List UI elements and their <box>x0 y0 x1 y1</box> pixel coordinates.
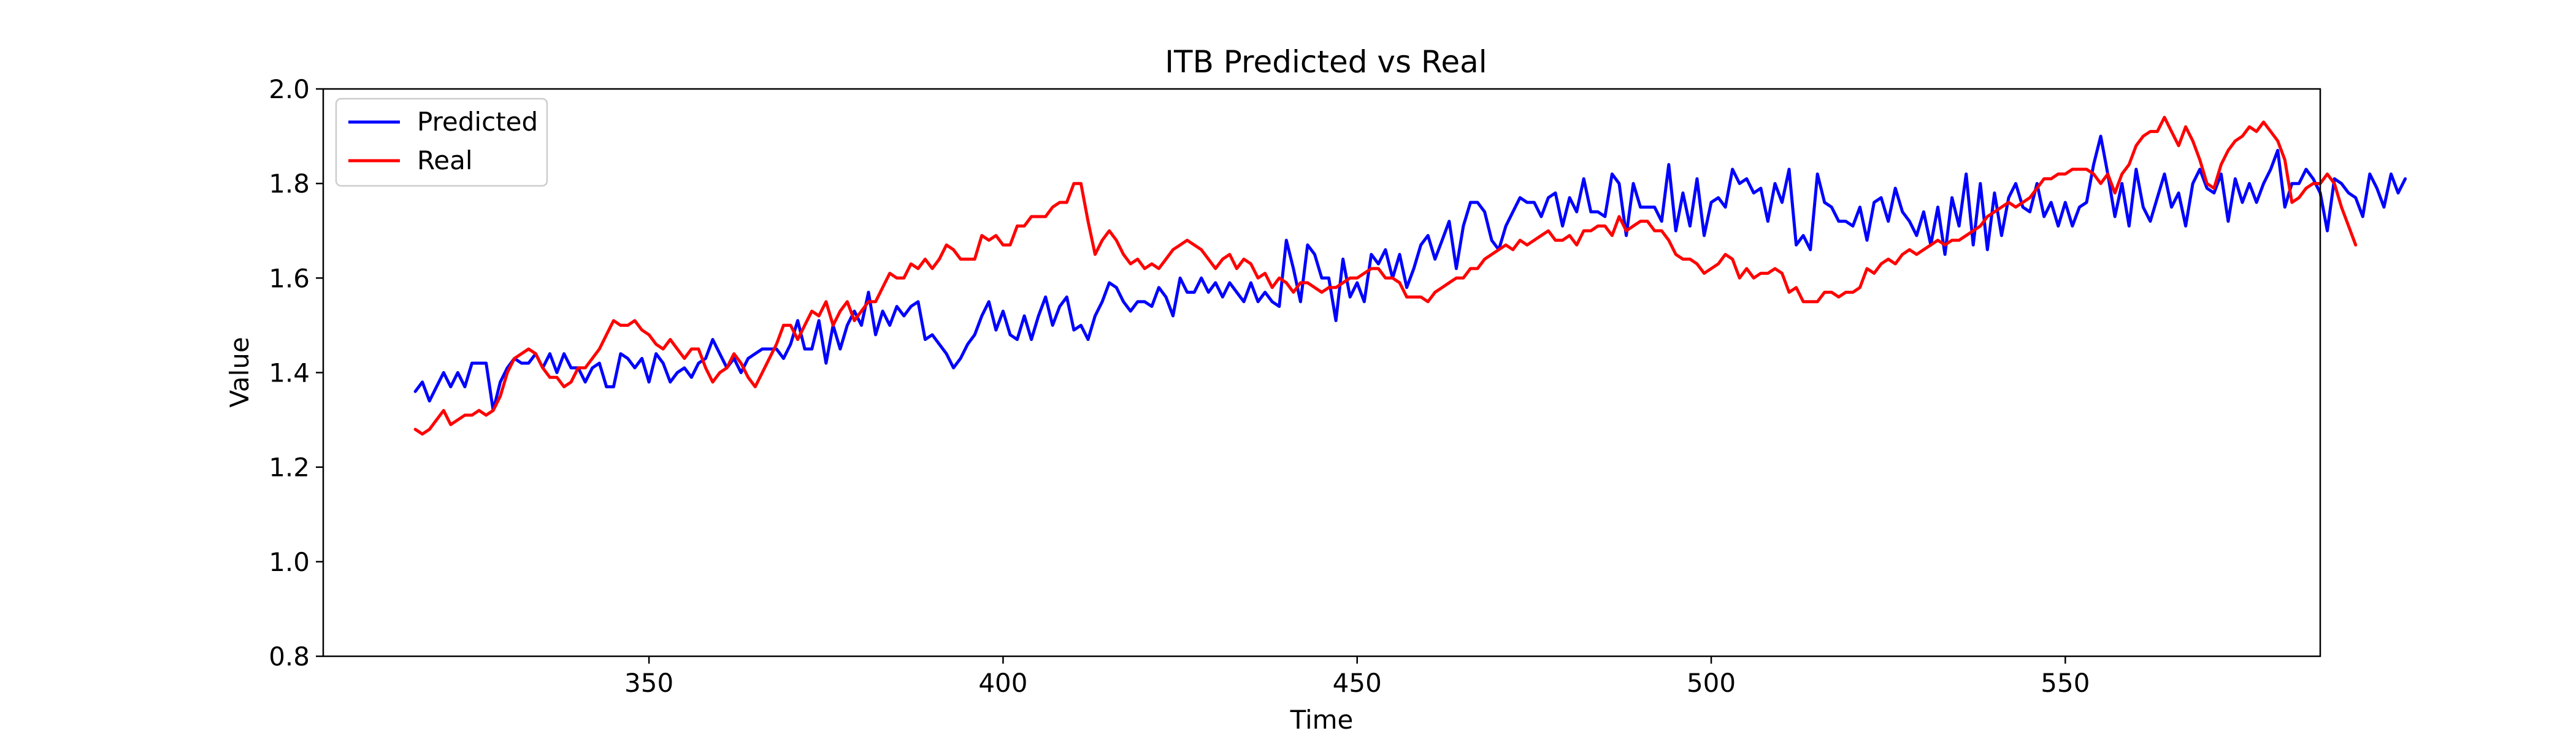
x-tick-label: 550 <box>2041 668 2090 698</box>
y-tick-label: 1.0 <box>269 547 310 577</box>
y-tick-label: 1.6 <box>269 263 310 293</box>
x-tick-label: 500 <box>1687 668 1736 698</box>
x-axis-ticks: 350 400 450 500 550 <box>624 656 2090 698</box>
y-tick-label: 1.4 <box>269 358 310 388</box>
y-tick-label: 0.8 <box>269 642 310 672</box>
y-tick-label: 1.8 <box>269 169 310 199</box>
x-tick-label: 450 <box>1333 668 1382 698</box>
y-axis-ticks: 0.8 1.0 1.2 1.4 1.6 1.8 2.0 <box>269 74 323 672</box>
plot-area <box>323 89 2320 656</box>
legend-real-label: Real <box>417 145 473 175</box>
y-tick-label: 1.2 <box>269 453 310 483</box>
series-line-real <box>413 115 2358 436</box>
x-tick-label: 400 <box>978 668 1027 698</box>
series-layer <box>413 115 2407 436</box>
y-tick-label: 2.0 <box>269 74 310 104</box>
chart-title: ITB Predicted vs Real <box>1165 44 1487 80</box>
x-axis-label: Time <box>1290 705 1354 735</box>
series-line-predicted <box>413 134 2407 412</box>
x-tick-label: 350 <box>624 668 673 698</box>
legend: Predicted Real <box>335 98 548 187</box>
y-axis-label: Value <box>224 337 255 407</box>
legend-predicted-label: Predicted <box>417 107 538 137</box>
